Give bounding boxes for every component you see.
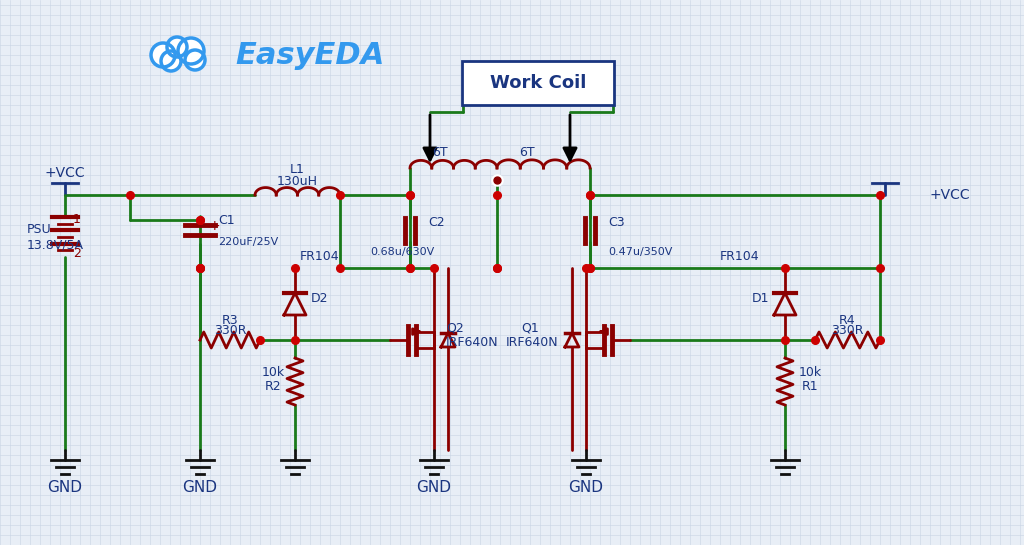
Text: 6T: 6T xyxy=(432,146,447,159)
Text: D1: D1 xyxy=(752,292,769,305)
FancyBboxPatch shape xyxy=(462,61,614,105)
Text: 6T: 6T xyxy=(519,146,535,159)
Circle shape xyxy=(178,38,204,64)
Circle shape xyxy=(151,43,175,67)
Text: 10k: 10k xyxy=(799,366,821,378)
Text: FR104: FR104 xyxy=(300,250,340,263)
Text: 330R: 330R xyxy=(830,324,863,337)
Text: 220uF/25V: 220uF/25V xyxy=(218,237,279,247)
Text: R2: R2 xyxy=(264,379,282,392)
Text: +: + xyxy=(208,219,219,233)
Text: L1: L1 xyxy=(290,162,304,175)
Text: EasyEDA: EasyEDA xyxy=(234,40,384,70)
Text: PSU
13.8V/5A: PSU 13.8V/5A xyxy=(27,223,84,251)
Text: 330R: 330R xyxy=(214,324,246,337)
Text: IRF640N: IRF640N xyxy=(506,336,559,348)
Text: Work Coil: Work Coil xyxy=(489,74,586,92)
Text: Q2: Q2 xyxy=(446,322,464,335)
Text: C3: C3 xyxy=(608,215,625,228)
Text: +VCC: +VCC xyxy=(45,166,85,180)
Circle shape xyxy=(167,37,187,57)
Text: 130uH: 130uH xyxy=(276,174,317,187)
Text: Q1: Q1 xyxy=(521,322,539,335)
Text: +VCC: +VCC xyxy=(930,188,971,202)
Text: FR104: FR104 xyxy=(720,250,760,263)
Text: GND: GND xyxy=(47,481,83,495)
Text: GND: GND xyxy=(568,481,603,495)
Text: R1: R1 xyxy=(802,379,818,392)
Text: 0.68u/630V: 0.68u/630V xyxy=(370,247,434,257)
Text: IRF640N: IRF640N xyxy=(446,336,499,348)
Text: 10k: 10k xyxy=(261,366,285,378)
Text: 2: 2 xyxy=(73,246,81,259)
Circle shape xyxy=(185,50,205,70)
Text: 1: 1 xyxy=(73,213,81,226)
Text: D2: D2 xyxy=(311,292,329,305)
Text: 0.47u/350V: 0.47u/350V xyxy=(608,247,673,257)
Text: GND: GND xyxy=(182,481,217,495)
Circle shape xyxy=(161,51,181,71)
Text: C2: C2 xyxy=(428,215,444,228)
Text: R4: R4 xyxy=(839,313,855,326)
Text: GND: GND xyxy=(417,481,452,495)
Text: R3: R3 xyxy=(221,313,239,326)
Text: C1: C1 xyxy=(218,214,234,227)
